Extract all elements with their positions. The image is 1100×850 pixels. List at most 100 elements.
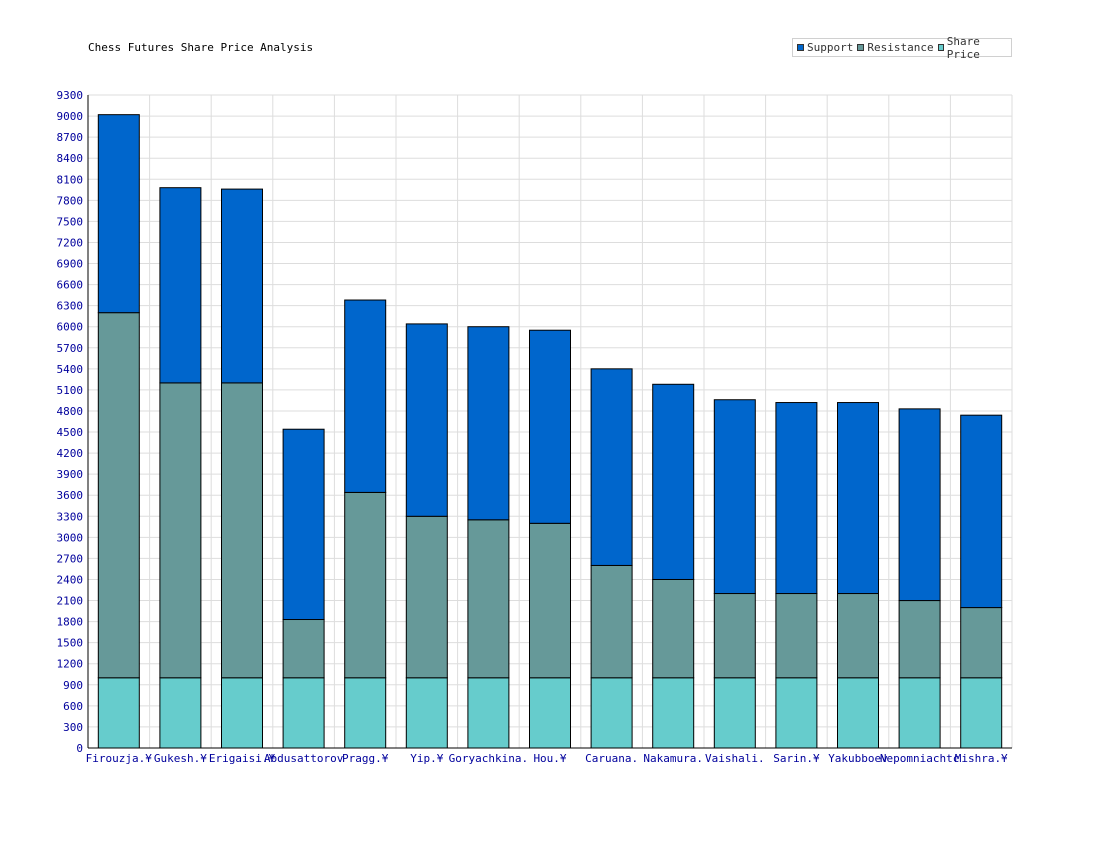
x-tick-label: Yip.¥ — [410, 752, 443, 765]
legend-label: Share Price — [946, 34, 980, 61]
y-tick-label: 5100 — [57, 384, 84, 397]
chart-legend: Support Resistance Share Price — [792, 35, 1012, 61]
bar-resistance — [344, 491, 387, 679]
y-tick-label: 600 — [63, 700, 83, 713]
x-tick-label: Mishra.¥ — [955, 752, 1008, 765]
bar-support — [837, 402, 879, 595]
y-tick-label: 2700 — [57, 552, 84, 565]
bar-support — [652, 383, 695, 580]
y-tick-label: 1200 — [57, 658, 84, 671]
bar-share-price — [159, 677, 202, 749]
legend-swatch — [937, 44, 944, 51]
x-tick-label: Nepomniachtc — [880, 752, 959, 765]
bar-share-price — [282, 677, 325, 749]
y-tick-label: 5700 — [57, 342, 84, 355]
x-tick-label: Abdusattorov — [264, 752, 344, 765]
bar-share-price — [97, 677, 140, 749]
bar-share-price — [713, 677, 756, 749]
y-tick-label: 300 — [63, 721, 83, 734]
bar-resistance — [775, 593, 818, 679]
y-tick-label: 1800 — [57, 616, 84, 629]
y-tick-label: 6900 — [57, 258, 84, 271]
bar-resistance — [713, 593, 756, 679]
x-tick-label: Sarin.¥ — [773, 752, 820, 765]
bar-share-price — [775, 677, 818, 749]
bar-support — [221, 188, 263, 384]
bar-resistance — [837, 593, 879, 679]
x-tick-label: Firouzja.¥ — [86, 752, 153, 765]
y-tick-label: 3000 — [57, 531, 84, 544]
y-tick-label: 2400 — [57, 573, 84, 586]
y-tick-label: 1500 — [57, 637, 84, 650]
legend-item: Support — [797, 41, 853, 54]
bar-support — [590, 368, 633, 566]
y-tick-label: 7500 — [57, 215, 84, 228]
legend-swatch — [857, 44, 865, 51]
bar-resistance — [467, 519, 510, 679]
legend-label: Resistance — [867, 41, 934, 54]
bar-share-price — [467, 677, 510, 749]
y-tick-label: 900 — [63, 679, 83, 692]
y-tick-label: 3600 — [57, 489, 84, 502]
legend-item: Resistance — [857, 41, 934, 54]
y-tick-label: 8100 — [57, 173, 84, 186]
bar-resistance — [221, 382, 263, 679]
bar-resistance — [97, 312, 140, 679]
bar-resistance — [960, 607, 1003, 679]
legend-swatch — [797, 44, 804, 51]
x-tick-label: Hou.¥ — [533, 752, 566, 765]
x-tick-label: Gukesh.¥ — [154, 752, 207, 765]
bar-support — [344, 299, 387, 493]
y-tick-label: 9000 — [57, 110, 84, 123]
x-tick-label: Goryachkina. — [449, 752, 528, 765]
y-tick-label: 6300 — [57, 300, 84, 313]
bar-support — [467, 326, 510, 521]
bar-resistance — [590, 564, 633, 679]
y-tick-label: 8700 — [57, 131, 84, 144]
bar-support — [898, 408, 941, 602]
legend-label: Support — [807, 41, 854, 54]
y-tick-label: 6600 — [57, 279, 84, 292]
y-tick-label: 4500 — [57, 426, 84, 439]
bar-share-price — [405, 677, 448, 749]
y-tick-label: 8400 — [57, 152, 84, 165]
y-tick-label: 4200 — [57, 447, 84, 460]
bar-support — [775, 402, 818, 595]
bar-resistance — [898, 600, 941, 679]
x-tick-label: Erigaisi.¥ — [209, 752, 276, 765]
y-tick-label: 3900 — [57, 468, 84, 481]
x-tick-label: Caruana. — [585, 752, 638, 765]
bar-share-price — [960, 677, 1003, 749]
y-tick-label: 3300 — [57, 510, 84, 523]
y-tick-label: 7200 — [57, 236, 84, 249]
y-tick-label: 9300 — [57, 89, 84, 102]
bar-resistance — [405, 515, 448, 679]
bar-support — [960, 414, 1003, 609]
x-tick-label: Nakamura. — [643, 752, 703, 765]
bar-share-price — [837, 677, 879, 749]
bar-support — [405, 323, 448, 517]
y-tick-label: 4800 — [57, 405, 84, 418]
bar-share-price — [898, 677, 941, 749]
bar-support — [282, 428, 325, 621]
bar-resistance — [282, 619, 325, 679]
bar-share-price — [221, 677, 263, 749]
y-tick-label: 7800 — [57, 194, 84, 207]
bar-support — [159, 187, 202, 384]
legend-item: Share Price — [937, 34, 1007, 61]
y-tick-label: 0 — [76, 742, 83, 755]
bar-share-price — [652, 677, 695, 749]
bar-resistance — [529, 522, 571, 679]
y-tick-label: 5400 — [57, 363, 84, 376]
x-tick-label: Vaishali. — [705, 752, 765, 765]
bar-support — [97, 114, 140, 314]
bar-share-price — [529, 677, 571, 749]
bar-share-price — [344, 677, 387, 749]
y-tick-label: 6000 — [57, 321, 84, 334]
x-tick-label: Pragg.¥ — [342, 752, 389, 765]
bar-resistance — [159, 382, 202, 679]
x-tick-label: Yakubboev — [828, 752, 888, 765]
y-tick-label: 2100 — [57, 595, 84, 608]
bar-share-price — [590, 677, 633, 749]
